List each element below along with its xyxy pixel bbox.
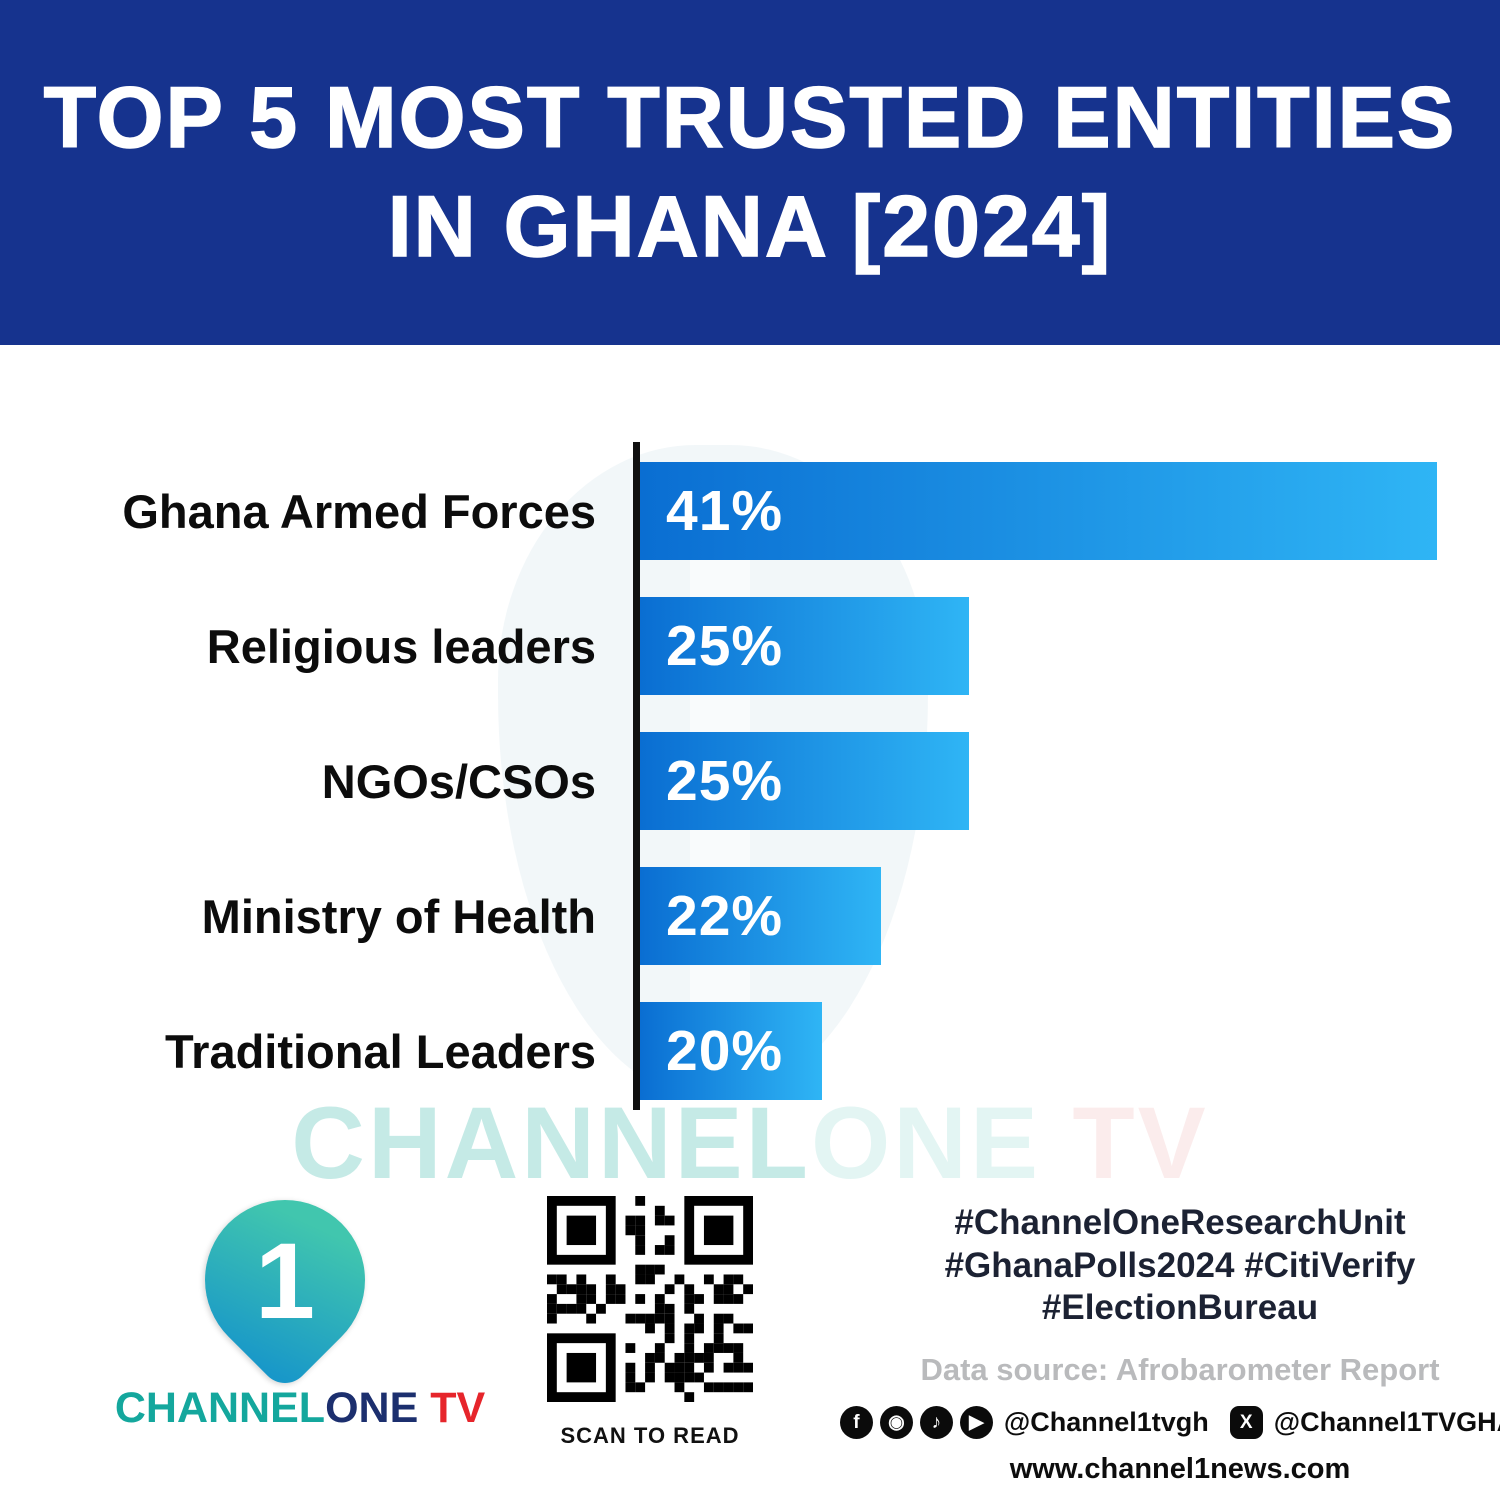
channel-one-logo-text: CHANNELONE TV	[110, 1384, 490, 1433]
website-url: www.channel1news.com	[1009, 1453, 1351, 1486]
chart-y-axis-line	[633, 442, 640, 1110]
bar-category-label: Ministry of Health	[201, 889, 596, 943]
logo-digit: 1	[254, 1219, 316, 1341]
chart-row: Religious leaders 25%	[0, 597, 1500, 695]
bar-category-label: NGOs/CSOs	[321, 754, 596, 808]
bar: 25%	[640, 732, 969, 830]
facebook-icon: f	[839, 1406, 873, 1440]
chart-row: Ministry of Health 22%	[0, 867, 1500, 965]
data-source: Data source: Afrobarometer Report	[920, 1352, 1440, 1388]
hashtag-line: #ChannelOneResearchUnit	[954, 1203, 1406, 1242]
x-handle: @Channel1TVGHA	[1273, 1407, 1500, 1438]
chart-row: Ghana Armed Forces 41%	[0, 462, 1500, 560]
bar: 41%	[640, 462, 1437, 560]
logo-text-tv: TV	[418, 1384, 486, 1432]
x-icon: X	[1229, 1406, 1263, 1440]
instagram-icon: ◉	[879, 1406, 913, 1440]
bar-category-label: Traditional Leaders	[165, 1024, 596, 1078]
youtube-icon: ▶	[959, 1406, 993, 1440]
channel-one-logo-mark: 1	[171, 1166, 399, 1394]
bar: 22%	[640, 867, 881, 965]
bar-value-label: 22%	[666, 884, 784, 948]
social-handle: @Channel1tvgh	[1003, 1407, 1209, 1438]
logo-text-channel: CHANNEL	[114, 1384, 326, 1432]
bar: 20%	[640, 1002, 822, 1100]
bar-category-label: Ghana Armed Forces	[122, 484, 596, 538]
bar-value-label: 25%	[666, 614, 784, 678]
hashtags: #ChannelOneResearchUnit #GhanaPolls2024 …	[880, 1202, 1480, 1330]
hashtag-line: #ElectionBureau	[1041, 1288, 1319, 1328]
tiktok-icon: ♪	[919, 1406, 953, 1440]
footer-info-block: #ChannelOneResearchUnit #GhanaPolls2024 …	[839, 1202, 1500, 1486]
bar-chart: Ghana Armed Forces 41% Religious leaders 25…	[0, 442, 1500, 1130]
qr-code-block: SCAN TO READ	[535, 1196, 765, 1449]
bar-value-label: 41%	[666, 479, 784, 543]
page-title-line-2: IN GHANA [2024]	[387, 178, 1113, 276]
qr-code	[547, 1196, 753, 1402]
chart-rows: Ghana Armed Forces 41% Religious leaders 25…	[0, 462, 1500, 1137]
chart-row: Traditional Leaders 20%	[0, 1002, 1500, 1100]
header-banner: TOP 5 MOST TRUSTED ENTITIES IN GHANA [20…	[0, 0, 1500, 345]
hashtag-line: #GhanaPolls2024 #CitiVerify	[944, 1245, 1416, 1285]
bar-value-label: 20%	[666, 1019, 784, 1083]
chart-row: NGOs/CSOs 25%	[0, 732, 1500, 830]
bar-category-label: Religious leaders	[206, 619, 596, 673]
bar: 25%	[640, 597, 969, 695]
channel-one-logo: 1 CHANNELONE TV	[110, 1166, 490, 1442]
bar-value-label: 25%	[666, 749, 784, 813]
social-row: f ◉ ♪ ▶ @Channel1tvgh X @Channel1TVGHA	[839, 1406, 1500, 1440]
page-title-line-1: TOP 5 MOST TRUSTED ENTITIES	[43, 69, 1457, 167]
qr-caption: SCAN TO READ	[560, 1423, 740, 1448]
logo-text-one: ONE	[325, 1384, 419, 1432]
